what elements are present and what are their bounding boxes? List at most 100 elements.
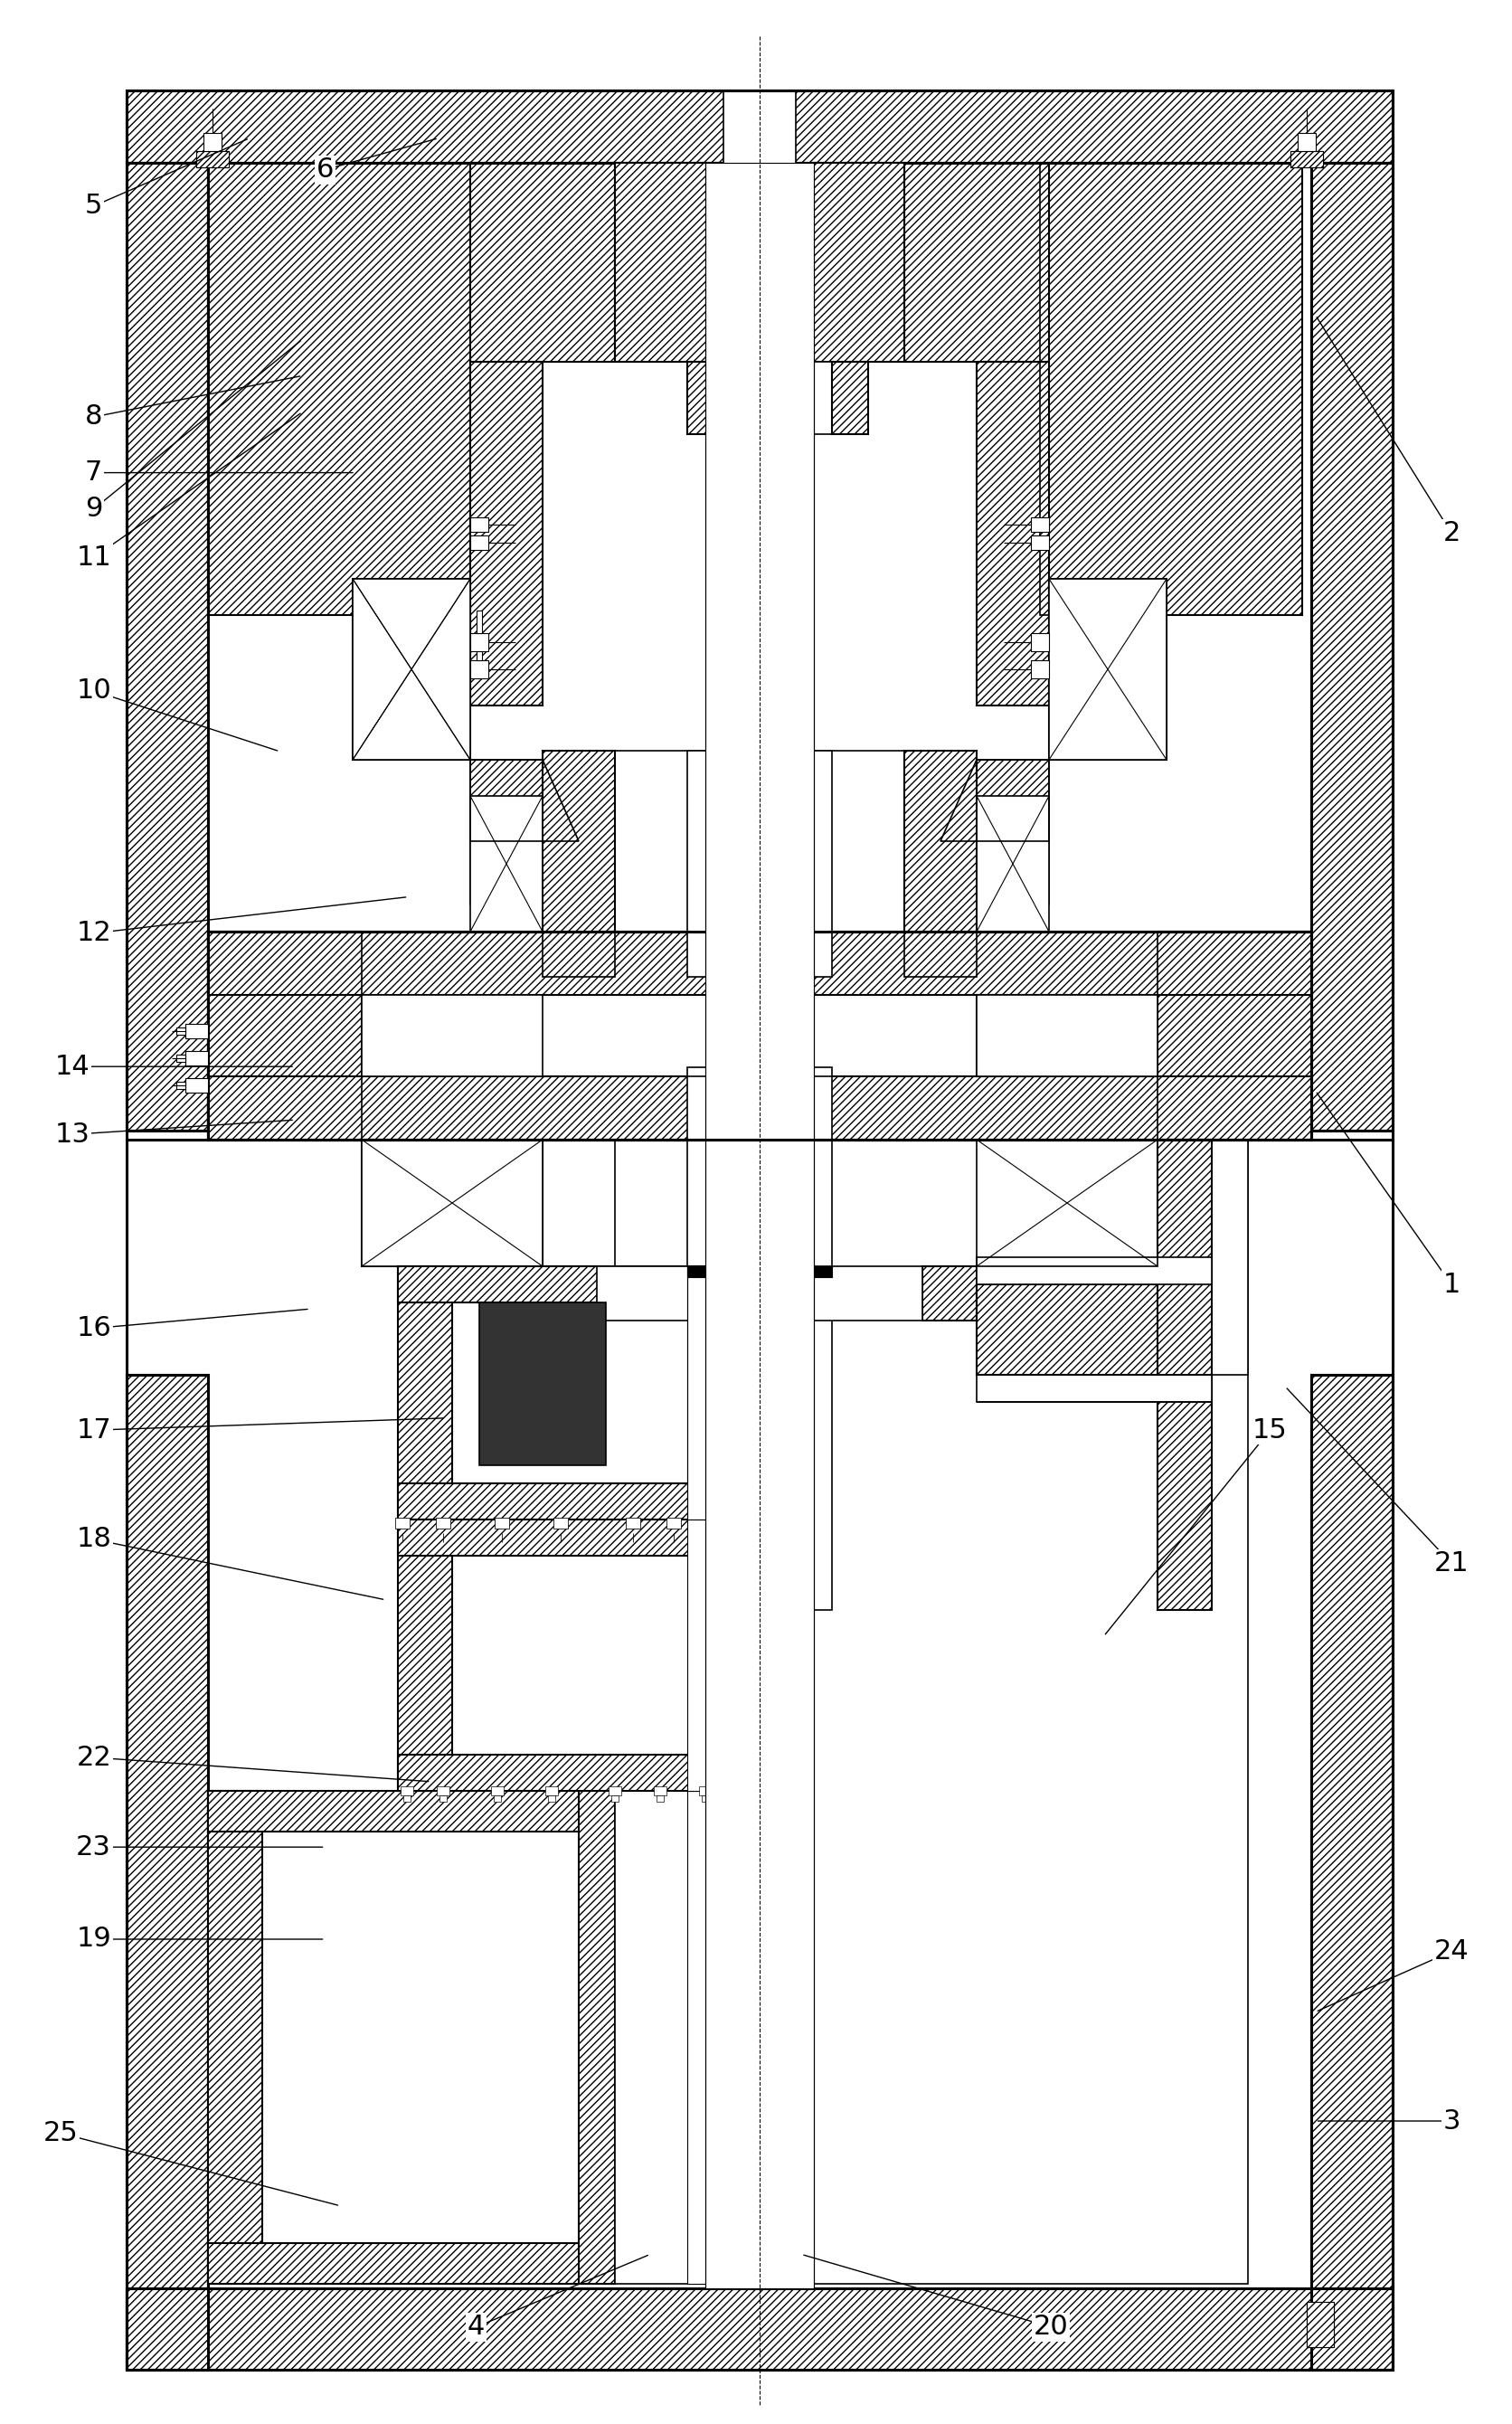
Bar — [186, 1023, 209, 1037]
Bar — [404, 1796, 411, 1801]
Bar — [1297, 133, 1315, 150]
Bar — [470, 633, 488, 652]
Bar — [209, 1791, 615, 1833]
Bar — [209, 1791, 262, 2283]
Bar — [398, 1520, 777, 1556]
Bar — [1306, 2303, 1334, 2346]
Bar — [476, 611, 482, 633]
Text: 19: 19 — [76, 1927, 112, 1951]
Bar — [398, 1520, 452, 1791]
Polygon shape — [470, 759, 579, 841]
Bar — [597, 1265, 922, 1321]
Bar — [398, 1520, 777, 1791]
Bar — [177, 1028, 186, 1035]
Bar — [1306, 2303, 1334, 2346]
Bar — [470, 162, 615, 361]
Bar — [753, 1786, 767, 1796]
Text: 12: 12 — [76, 921, 112, 945]
Bar — [795, 162, 904, 361]
Bar — [479, 1302, 606, 1464]
Bar — [470, 516, 488, 531]
Bar — [1049, 579, 1167, 759]
Text: 9: 9 — [85, 497, 103, 521]
Bar — [723, 1520, 777, 1791]
Bar — [579, 751, 940, 977]
Bar — [1040, 162, 1302, 616]
Bar — [197, 150, 228, 167]
Bar — [977, 1139, 1158, 1265]
Bar — [688, 361, 723, 434]
Text: 21: 21 — [1433, 1551, 1470, 1576]
Bar — [470, 795, 543, 931]
Bar — [626, 1517, 640, 1530]
Bar — [977, 361, 1049, 705]
Bar — [723, 1265, 777, 1520]
Bar — [702, 1796, 709, 1801]
Bar — [209, 931, 1311, 1139]
Bar — [1311, 1374, 1393, 2371]
Text: 24: 24 — [1433, 1939, 1470, 1963]
Polygon shape — [470, 841, 579, 904]
Text: 2: 2 — [1442, 521, 1461, 545]
Bar — [543, 751, 615, 977]
Bar — [209, 1791, 615, 2283]
Bar — [977, 1258, 1211, 1285]
Bar — [904, 162, 1049, 361]
Bar — [470, 536, 488, 550]
Bar — [543, 1265, 597, 1321]
Bar — [209, 931, 1311, 994]
Bar — [1031, 659, 1049, 679]
Bar — [437, 1786, 449, 1796]
Bar — [470, 162, 615, 361]
Text: 1: 1 — [1442, 1273, 1461, 1297]
Bar — [435, 1517, 451, 1530]
Bar — [688, 1791, 777, 2283]
Bar — [977, 1374, 1211, 1401]
Bar — [615, 1139, 1247, 2283]
Bar — [470, 361, 543, 705]
Bar — [723, 90, 795, 361]
Bar — [398, 1265, 452, 1520]
Bar — [546, 1786, 558, 1796]
Bar — [177, 1081, 186, 1088]
Bar — [688, 751, 832, 977]
Bar — [398, 1755, 777, 1791]
Polygon shape — [1158, 1139, 1247, 1610]
Bar — [398, 1265, 777, 1302]
Text: 13: 13 — [54, 1122, 91, 1147]
Text: 20: 20 — [1033, 2315, 1069, 2339]
Bar — [977, 361, 1049, 705]
Bar — [688, 361, 832, 434]
Bar — [1031, 516, 1049, 531]
Bar — [209, 1791, 615, 1833]
Bar — [543, 751, 615, 977]
Text: 16: 16 — [76, 1316, 112, 1340]
Bar — [615, 162, 904, 361]
Bar — [832, 361, 868, 434]
Text: 15: 15 — [1252, 1418, 1288, 1442]
Bar — [756, 1796, 764, 1801]
Bar — [361, 1139, 543, 1265]
Bar — [209, 1076, 1311, 1139]
Bar — [977, 1139, 1158, 1265]
Bar — [494, 1517, 510, 1530]
Bar — [470, 361, 543, 705]
Text: 25: 25 — [42, 2121, 79, 2145]
Polygon shape — [940, 759, 1049, 841]
Bar — [204, 133, 222, 150]
Bar — [1040, 162, 1302, 616]
Bar — [977, 795, 1049, 931]
Bar — [361, 1139, 543, 1265]
Bar — [398, 1483, 777, 1520]
Text: 23: 23 — [76, 1835, 112, 1859]
Bar — [209, 2242, 615, 2283]
Bar — [699, 1786, 712, 1796]
Text: 5: 5 — [85, 194, 103, 218]
Bar — [922, 1265, 977, 1321]
Bar — [653, 1786, 667, 1796]
Text: 4: 4 — [467, 2315, 485, 2339]
Bar — [1049, 579, 1167, 759]
Text: 7: 7 — [85, 461, 103, 485]
Bar — [361, 1139, 543, 1265]
Bar — [440, 1796, 446, 1801]
